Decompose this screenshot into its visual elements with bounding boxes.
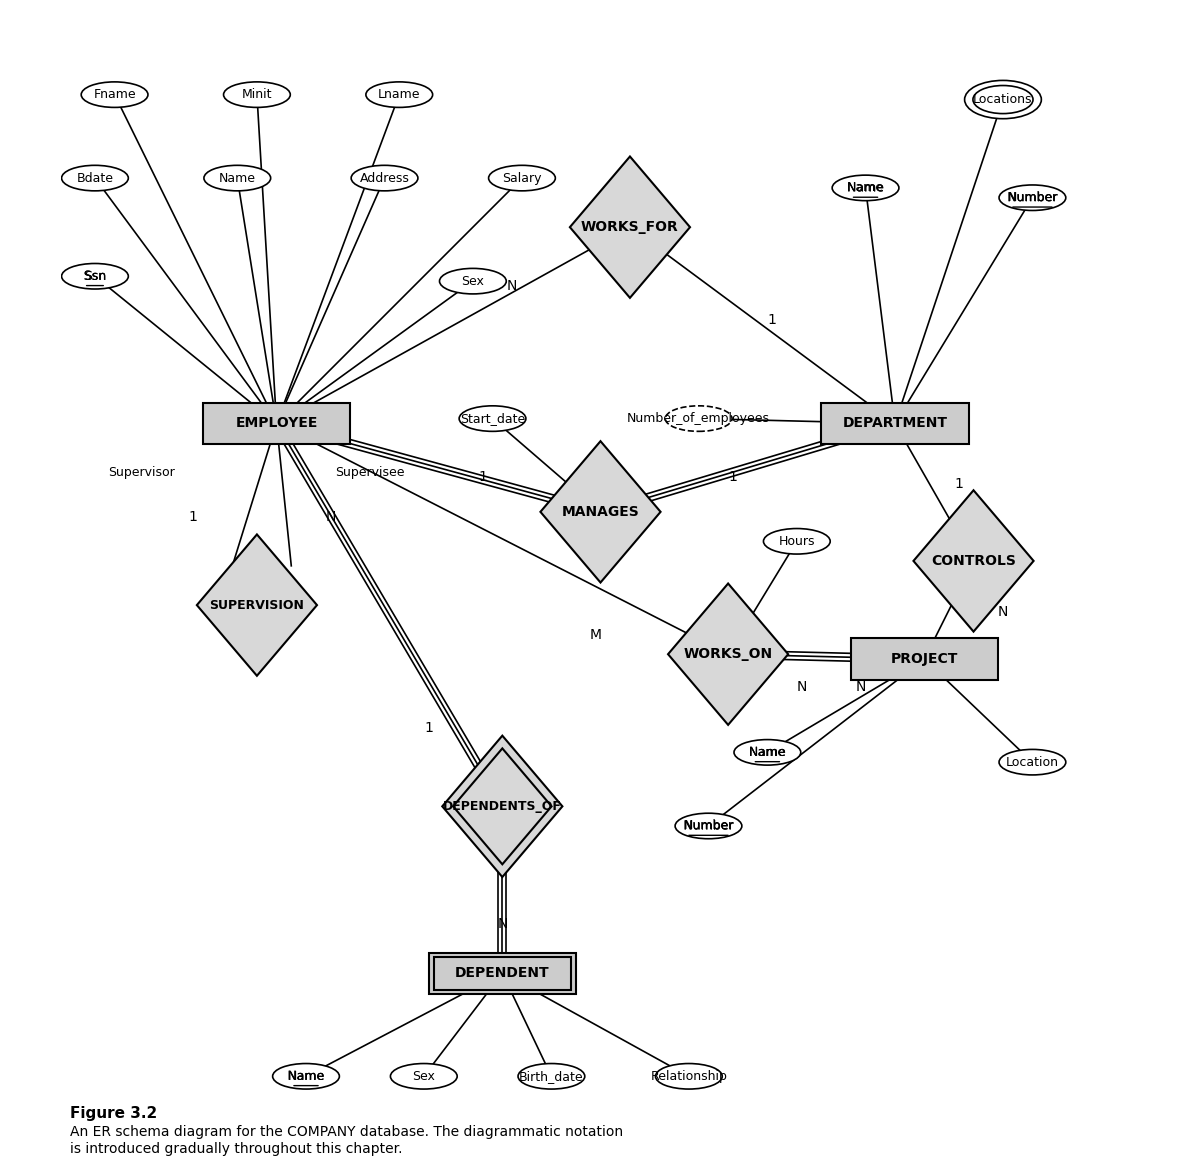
- Text: N: N: [325, 510, 336, 523]
- Text: DEPARTMENT: DEPARTMENT: [842, 417, 948, 431]
- Polygon shape: [668, 584, 788, 725]
- Ellipse shape: [973, 86, 1033, 113]
- Ellipse shape: [656, 1063, 722, 1089]
- Polygon shape: [442, 735, 562, 877]
- Ellipse shape: [223, 82, 291, 108]
- Text: 1: 1: [478, 470, 488, 484]
- Text: Name: Name: [847, 182, 884, 195]
- Text: WORKS_FOR: WORKS_FOR: [581, 220, 679, 234]
- Text: Name: Name: [287, 1070, 324, 1083]
- Text: Name: Name: [287, 1070, 324, 1083]
- FancyBboxPatch shape: [203, 403, 351, 445]
- Text: N: N: [497, 917, 508, 931]
- Ellipse shape: [366, 82, 432, 108]
- Ellipse shape: [459, 405, 526, 431]
- Text: DEPENDENTS_OF: DEPENDENTS_OF: [443, 800, 562, 813]
- Ellipse shape: [832, 175, 898, 200]
- Text: 1: 1: [729, 470, 737, 484]
- Text: Number: Number: [683, 820, 734, 833]
- FancyBboxPatch shape: [821, 403, 969, 445]
- Text: Number: Number: [683, 820, 734, 833]
- Text: Hours: Hours: [778, 535, 815, 548]
- Text: Supervisor: Supervisor: [108, 466, 174, 479]
- Ellipse shape: [675, 813, 742, 838]
- Polygon shape: [914, 490, 1034, 631]
- Text: Sex: Sex: [412, 1070, 435, 1083]
- Text: Number: Number: [1008, 191, 1058, 204]
- Text: Locations: Locations: [973, 93, 1033, 107]
- Polygon shape: [540, 441, 661, 582]
- Text: WORKS_ON: WORKS_ON: [683, 647, 772, 661]
- Text: Lname: Lname: [378, 88, 420, 101]
- Text: DEPENDENT: DEPENDENT: [455, 966, 550, 980]
- Ellipse shape: [61, 264, 129, 290]
- Ellipse shape: [764, 528, 830, 554]
- Ellipse shape: [489, 166, 555, 191]
- Ellipse shape: [351, 166, 418, 191]
- Text: N: N: [796, 680, 807, 694]
- Polygon shape: [569, 156, 691, 298]
- Polygon shape: [453, 748, 551, 864]
- Text: Name: Name: [749, 746, 785, 758]
- Text: M: M: [590, 628, 602, 642]
- Text: Name: Name: [749, 746, 785, 758]
- Text: 1: 1: [955, 477, 963, 491]
- Ellipse shape: [440, 269, 507, 294]
- Text: Figure 3.2: Figure 3.2: [71, 1106, 157, 1121]
- Text: Start_date: Start_date: [460, 412, 525, 425]
- Text: CONTROLS: CONTROLS: [931, 554, 1016, 567]
- FancyBboxPatch shape: [429, 953, 576, 994]
- Text: Fname: Fname: [94, 88, 136, 101]
- Text: Number: Number: [1008, 191, 1058, 204]
- Polygon shape: [197, 535, 317, 676]
- Ellipse shape: [61, 166, 129, 191]
- Ellipse shape: [518, 1063, 585, 1089]
- Ellipse shape: [390, 1063, 458, 1089]
- Ellipse shape: [204, 166, 270, 191]
- Text: Name: Name: [847, 182, 884, 195]
- Text: Location: Location: [1006, 756, 1059, 769]
- Ellipse shape: [665, 405, 733, 431]
- Text: EMPLOYEE: EMPLOYEE: [235, 417, 318, 431]
- Text: Ssn: Ssn: [84, 270, 106, 283]
- Text: Address: Address: [359, 171, 410, 184]
- Text: 1: 1: [189, 510, 197, 523]
- Text: Name: Name: [219, 171, 256, 184]
- Text: 1: 1: [424, 720, 434, 735]
- Text: 1: 1: [767, 314, 777, 328]
- Text: Relationship: Relationship: [651, 1070, 728, 1083]
- Text: Minit: Minit: [241, 88, 273, 101]
- Ellipse shape: [999, 749, 1065, 775]
- Text: An ER schema diagram for the COMPANY database. The diagrammatic notation
is intr: An ER schema diagram for the COMPANY dat…: [71, 1126, 623, 1156]
- Text: N: N: [855, 680, 866, 694]
- FancyBboxPatch shape: [850, 638, 998, 680]
- FancyBboxPatch shape: [434, 957, 570, 990]
- Text: Salary: Salary: [502, 171, 542, 184]
- Text: Sex: Sex: [461, 274, 484, 287]
- Text: Birth_date: Birth_date: [519, 1070, 584, 1083]
- Text: Ssn: Ssn: [84, 270, 106, 283]
- Ellipse shape: [82, 82, 148, 108]
- Text: Supervisee: Supervisee: [335, 466, 405, 479]
- Text: Bdate: Bdate: [77, 171, 113, 184]
- Ellipse shape: [734, 740, 801, 765]
- Text: Number_of_employees: Number_of_employees: [627, 412, 770, 425]
- Text: PROJECT: PROJECT: [891, 652, 958, 666]
- Text: MANAGES: MANAGES: [562, 505, 639, 519]
- Text: SUPERVISION: SUPERVISION: [209, 599, 304, 611]
- Ellipse shape: [999, 185, 1065, 211]
- Ellipse shape: [273, 1063, 340, 1089]
- Text: N: N: [998, 604, 1008, 620]
- Text: N: N: [507, 279, 518, 293]
- Ellipse shape: [964, 80, 1041, 119]
